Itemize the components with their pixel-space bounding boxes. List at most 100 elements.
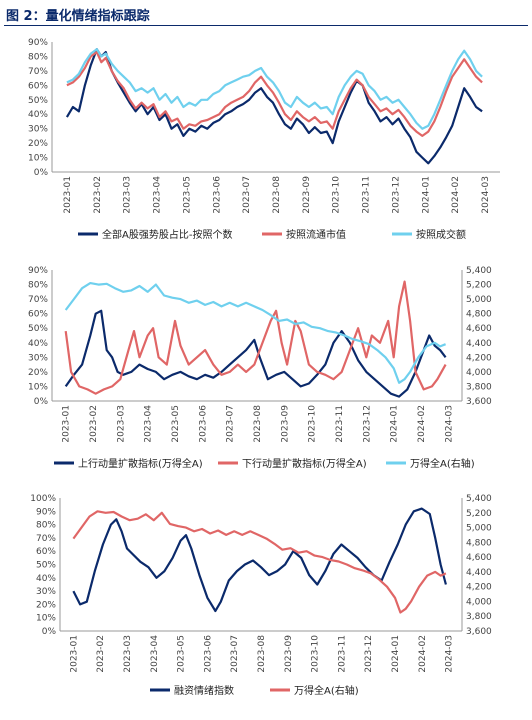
legend-label-3: 按照成交额 [416, 228, 466, 241]
x-tick-label: 2023-04 [150, 635, 160, 673]
x-tick-label: 2023-05 [171, 405, 181, 443]
legend-label-2: 按照流通市值 [286, 228, 346, 241]
x-tick-label: 2023-01 [63, 176, 73, 214]
x-tick-label: 2024-02 [451, 176, 461, 214]
x-tick-label: 2023-03 [116, 405, 126, 443]
series-line-1 [65, 48, 483, 165]
y2-tick-label: 4,200 [466, 353, 492, 363]
x-tick-label: 2023-11 [337, 635, 347, 673]
x-tick-label: 2023-04 [153, 176, 163, 214]
x-tick-label: 2023-07 [242, 176, 252, 214]
x-tick-label: 2023-04 [144, 405, 154, 443]
x-tick-label: 2023-12 [391, 176, 401, 214]
y-tick-label: 20% [36, 600, 56, 610]
x-tick-label: 2023-11 [335, 405, 345, 443]
y2-tick-label: 4,600 [466, 553, 492, 563]
y-tick-label: 20% [28, 368, 48, 378]
x-tick-label: 2023-05 [182, 176, 192, 214]
x-tick-label: 2023-06 [198, 405, 208, 443]
y2-tick-label: 5,000 [466, 295, 492, 305]
x-tick-label: 2023-06 [212, 176, 222, 214]
y2-tick-label: 5,200 [466, 509, 492, 519]
y-tick-label: 70% [28, 295, 48, 305]
chart-1: 0% 10% 20% 30% 40% 50% 60% 70% 80% 90% 2023-01 2023… [28, 38, 500, 241]
legend-label-3: 万得全A(右轴) [410, 457, 475, 470]
x-tick-label: 2024-03 [445, 635, 455, 673]
series-line-2 [72, 510, 447, 614]
x-tick-label: 2024-03 [481, 176, 491, 214]
series-line-2 [66, 50, 483, 137]
figure-title: 图 2：量化情绪指标跟踪 [6, 9, 150, 24]
y-tick-label: 50% [36, 561, 56, 571]
x-tick-label: 2023-12 [364, 635, 374, 673]
y2-tick-label: 5,200 [466, 281, 492, 291]
y2-tick-label: 4,800 [466, 310, 492, 320]
y-tick-label: 50% [28, 324, 48, 334]
x-tick-label: 2024-02 [417, 405, 427, 443]
y2-tick-label: 4,000 [466, 597, 492, 607]
series-line-3 [64, 282, 447, 384]
x-tick-label: 2023-02 [89, 405, 99, 443]
y2-tick-label: 4,800 [466, 538, 492, 548]
x-tick-label: 2023-06 [203, 635, 213, 673]
y-tick-label: 90% [28, 266, 48, 276]
x-tick-label: 2023-10 [308, 405, 318, 443]
x-tick-label: 2024-02 [418, 635, 428, 673]
y-tick-label: 40% [28, 339, 48, 349]
y-tick-label: 60% [28, 81, 48, 91]
y2-tick-label: 4,400 [466, 339, 492, 349]
y-tick-label: 10% [28, 382, 48, 392]
y2-tick-label: 3,600 [466, 397, 492, 407]
y-tick-label: 10% [28, 154, 48, 164]
x-tick-label: 2023-07 [230, 635, 240, 673]
y2-tick-label: 5,400 [466, 494, 492, 504]
y-tick-label: 60% [28, 310, 48, 320]
x-tick-label: 2023-01 [69, 635, 79, 673]
y-tick-label: 30% [36, 587, 56, 597]
y2-tick-label: 3,800 [466, 612, 492, 622]
y2-tick-label: 4,400 [466, 568, 492, 578]
y2-tick-label: 5,400 [466, 266, 492, 276]
y-tick-label: 0% [42, 627, 57, 637]
y-tick-label: 80% [28, 52, 48, 62]
x-tick-label: 2023-02 [93, 176, 103, 214]
legend-label-2: 万得全A(右轴) [294, 684, 359, 697]
chart-3: 0% 10% 20% 30% 40% 50% 60% 70% 80% 90% 100% 3,600 3,… [30, 494, 492, 697]
y-tick-label: 0% [34, 168, 49, 178]
legend-label-1: 上行动量扩散指标(万得全A) [78, 457, 203, 470]
y-tick-label: 70% [36, 534, 56, 544]
y-tick-label: 50% [28, 96, 48, 106]
y-tick-label: 10% [36, 614, 56, 624]
y2-tick-label: 4,200 [466, 583, 492, 593]
x-tick-label: 2024-01 [421, 176, 431, 214]
y-tick-label: 70% [28, 67, 48, 77]
y-tick-label: 40% [28, 110, 48, 120]
x-tick-label: 2023-12 [362, 405, 372, 443]
series-line-3 [66, 48, 483, 130]
x-tick-label: 2023-05 [177, 635, 187, 673]
y2-tick-label: 3,600 [466, 627, 492, 637]
x-tick-label: 2024-03 [444, 405, 454, 443]
y-tick-label: 30% [28, 353, 48, 363]
x-tick-label: 2023-02 [96, 635, 106, 673]
title-divider [4, 25, 528, 26]
y-tick-label: 80% [28, 281, 48, 291]
legend-label-1: 全部A股强势股占比-按照个数 [102, 228, 232, 241]
x-tick-label: 2023-09 [280, 405, 290, 443]
y-tick-label: 90% [36, 507, 56, 517]
y2-tick-label: 4,000 [466, 368, 492, 378]
x-tick-label: 2023-08 [253, 405, 263, 443]
x-tick-label: 2023-10 [311, 635, 321, 673]
y-tick-label: 40% [36, 574, 56, 584]
y-tick-label: 0% [34, 397, 49, 407]
legend-label-1: 融资情绪指数 [174, 684, 234, 697]
x-tick-label: 2023-09 [284, 635, 294, 673]
y-tick-label: 100% [30, 494, 56, 504]
y-tick-label: 90% [28, 38, 48, 48]
x-tick-label: 2024-01 [390, 405, 400, 443]
series-line-1 [72, 507, 447, 613]
x-tick-label: 2023-08 [257, 635, 267, 673]
x-tick-label: 2023-08 [272, 176, 282, 214]
x-tick-label: 2023-01 [62, 405, 72, 443]
